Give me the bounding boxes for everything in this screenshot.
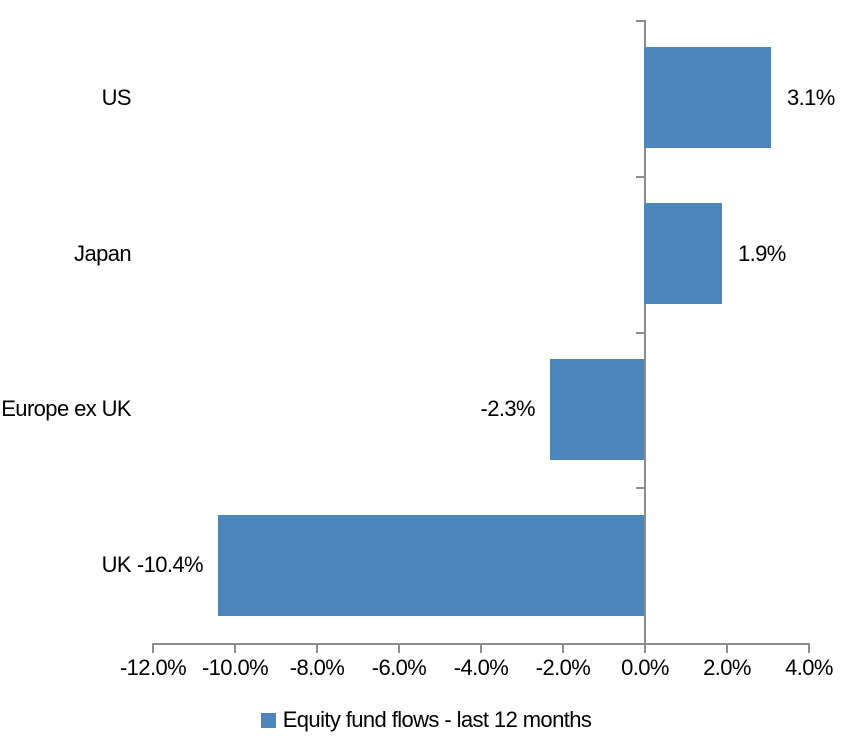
- bar: [644, 203, 722, 304]
- x-tick: [316, 645, 318, 653]
- x-tick: [562, 645, 564, 653]
- bar-value-label: 1.9%: [738, 240, 786, 266]
- category-label: US: [101, 84, 132, 110]
- category-label: Europe ex UK: [1, 395, 131, 421]
- legend-label: Equity fund flows - last 12 months: [282, 707, 592, 732]
- bar: [218, 515, 644, 616]
- x-tick-label: 2.0%: [703, 655, 751, 680]
- x-tick: [808, 645, 810, 653]
- category-label: Japan: [74, 240, 132, 266]
- x-tick-label: -2.0%: [535, 655, 591, 680]
- x-tick-label: -4.0%: [453, 655, 509, 680]
- bar: [550, 359, 644, 460]
- legend-swatch-icon: [260, 712, 276, 728]
- category-axis-tick: [636, 487, 644, 489]
- bar-value-label: 3.1%: [787, 84, 835, 110]
- x-tick-label: -10.0%: [201, 655, 269, 680]
- category-axis-tick: [636, 176, 644, 178]
- category-axis-tick: [636, 20, 644, 22]
- x-tick: [234, 645, 236, 653]
- x-tick-label: 4.0%: [785, 655, 833, 680]
- x-tick-label: -8.0%: [289, 655, 345, 680]
- x-tick: [480, 645, 482, 653]
- x-tick-label: -12.0%: [119, 655, 187, 680]
- x-tick: [726, 645, 728, 653]
- category-axis-line: [644, 20, 646, 643]
- value-axis-line: [152, 643, 810, 645]
- x-tick: [152, 645, 154, 653]
- x-tick: [398, 645, 400, 653]
- category-axis-tick: [636, 332, 644, 334]
- x-tick-label: 0.0%: [621, 655, 669, 680]
- bar: [644, 47, 771, 148]
- bar-value-label: -10.4%: [136, 551, 204, 577]
- x-tick: [644, 645, 646, 653]
- bar-value-label: -2.3%: [480, 395, 536, 421]
- legend: Equity fund flows - last 12 months: [0, 703, 852, 737]
- category-label: UK: [101, 551, 132, 577]
- x-tick-label: -6.0%: [371, 655, 427, 680]
